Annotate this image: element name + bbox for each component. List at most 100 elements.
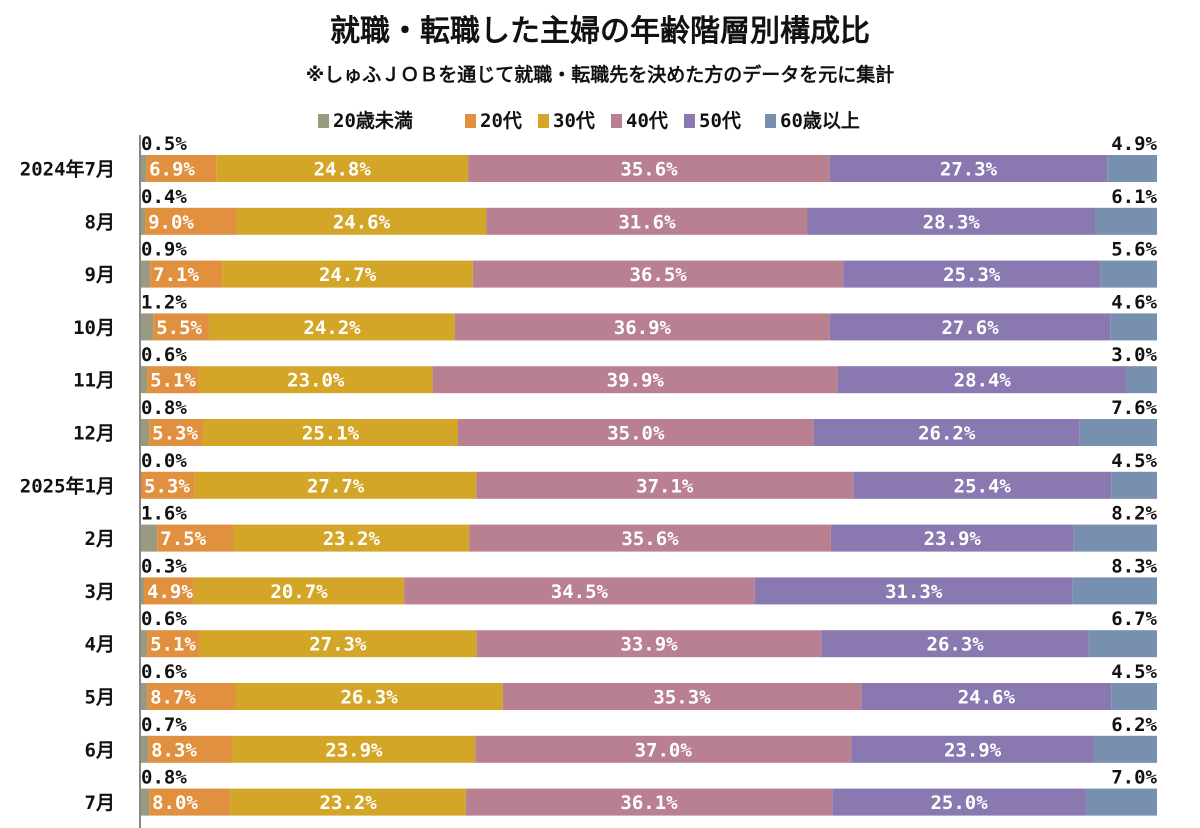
legend-swatch <box>684 114 695 128</box>
data-label: 25.1% <box>302 423 360 445</box>
data-label: 26.2% <box>918 423 976 445</box>
bar-segment <box>1085 788 1157 816</box>
bar-segment <box>1073 524 1157 552</box>
data-label: 24.6% <box>958 687 1016 709</box>
bar-segment <box>1110 313 1157 341</box>
data-label: 24.8% <box>314 159 372 181</box>
data-label: 4.9% <box>1111 133 1157 155</box>
legend-label: 20歳未満 <box>333 109 413 132</box>
bar-segment <box>1095 207 1157 235</box>
legend-swatch <box>465 114 476 128</box>
bar-segment <box>147 683 236 710</box>
bar-segment <box>502 683 862 710</box>
data-label: 28.4% <box>954 370 1012 392</box>
data-label: 26.3% <box>340 687 398 709</box>
bar-segment <box>149 788 231 816</box>
bar-segment <box>1126 366 1157 394</box>
legend-label: 40代 <box>626 110 668 132</box>
category-label: 3月 <box>85 581 115 603</box>
data-label: 0.8% <box>141 397 187 419</box>
data-label: 34.5% <box>551 581 609 603</box>
bar-segment <box>843 260 1101 288</box>
data-label: 0.5% <box>141 133 187 155</box>
data-label: 37.1% <box>636 475 694 497</box>
data-label: 8.0% <box>152 792 198 814</box>
data-label: 7.1% <box>153 264 199 286</box>
category-label: 6月 <box>85 739 115 761</box>
bar-segment <box>236 207 487 235</box>
bar-segment <box>486 207 808 235</box>
bar-segment <box>829 313 1111 341</box>
bar-segment <box>157 524 234 552</box>
data-label: 25.4% <box>954 475 1012 497</box>
data-label: 4.6% <box>1111 291 1157 313</box>
data-label: 24.2% <box>303 317 361 339</box>
data-label: 1.6% <box>141 503 187 525</box>
bar-segment <box>141 630 148 658</box>
data-label: 5.5% <box>156 317 202 339</box>
bar-segment <box>476 630 822 658</box>
data-label: 36.5% <box>630 264 688 286</box>
data-label: 4.5% <box>1111 661 1157 683</box>
category-label: 11月 <box>73 370 115 392</box>
data-label: 7.0% <box>1111 767 1157 789</box>
bar-segment <box>146 155 217 182</box>
bar-segment <box>145 207 237 235</box>
bar-segment <box>1072 577 1157 605</box>
data-label: 28.3% <box>923 211 981 233</box>
bar-segment <box>230 788 466 816</box>
bar-segment <box>861 683 1112 710</box>
bar-segment <box>1088 630 1157 658</box>
data-label: 35.3% <box>653 687 711 709</box>
category-label: 2024年7月 <box>20 158 115 181</box>
category-label: 10月 <box>73 317 115 339</box>
data-label: 35.6% <box>620 159 678 181</box>
bar-segment <box>472 260 844 288</box>
data-label: 6.9% <box>149 159 195 181</box>
bar-segment <box>476 471 854 499</box>
bar-segment <box>1094 735 1157 763</box>
data-label: 35.6% <box>621 528 679 550</box>
bar-segment <box>193 577 405 605</box>
data-label: 23.2% <box>323 528 381 550</box>
data-label: 26.3% <box>927 634 985 656</box>
data-label: 27.7% <box>307 475 365 497</box>
bar-segment <box>830 524 1074 552</box>
bar-segment <box>216 155 469 182</box>
bar-segment <box>141 788 150 816</box>
legend-swatch <box>765 114 776 128</box>
chart-subtitle: ※しゅふＪＯＢを通じて就職・転職先を決めた方のデータを元に集計 <box>305 64 895 86</box>
data-label: 8.7% <box>150 687 196 709</box>
bar-segment <box>141 155 147 182</box>
bar-segment <box>1111 471 1157 499</box>
chart-title: 就職・転職した主婦の年齢階層別構成比 <box>330 14 870 49</box>
bar-segment <box>141 735 149 763</box>
bar-segment <box>141 260 151 288</box>
bar-segment <box>232 735 476 763</box>
bar-segment <box>141 419 150 446</box>
bar-segment <box>837 366 1127 394</box>
bar-segment <box>454 313 830 341</box>
category-label: 2025年1月 <box>20 474 115 497</box>
category-label: 4月 <box>85 634 115 656</box>
data-label: 0.6% <box>141 344 187 366</box>
bar-segment <box>851 735 1095 763</box>
data-label: 7.6% <box>1111 397 1157 419</box>
bar-segment <box>465 788 833 816</box>
data-label: 1.2% <box>141 291 187 313</box>
bar-segment <box>222 260 473 288</box>
data-label: 31.3% <box>885 581 943 603</box>
bar-segment <box>141 683 148 710</box>
category-label: 8月 <box>85 211 115 233</box>
category-label: 5月 <box>85 687 115 709</box>
data-label: 5.1% <box>150 634 196 656</box>
data-label: 24.6% <box>333 211 391 233</box>
data-label: 8.3% <box>151 739 197 761</box>
bar-segment <box>1111 683 1157 710</box>
bar-segment <box>209 313 455 341</box>
data-label: 5.3% <box>144 475 190 497</box>
data-label: 0.9% <box>141 239 187 261</box>
data-label: 25.0% <box>930 792 988 814</box>
data-label: 24.7% <box>319 264 377 286</box>
